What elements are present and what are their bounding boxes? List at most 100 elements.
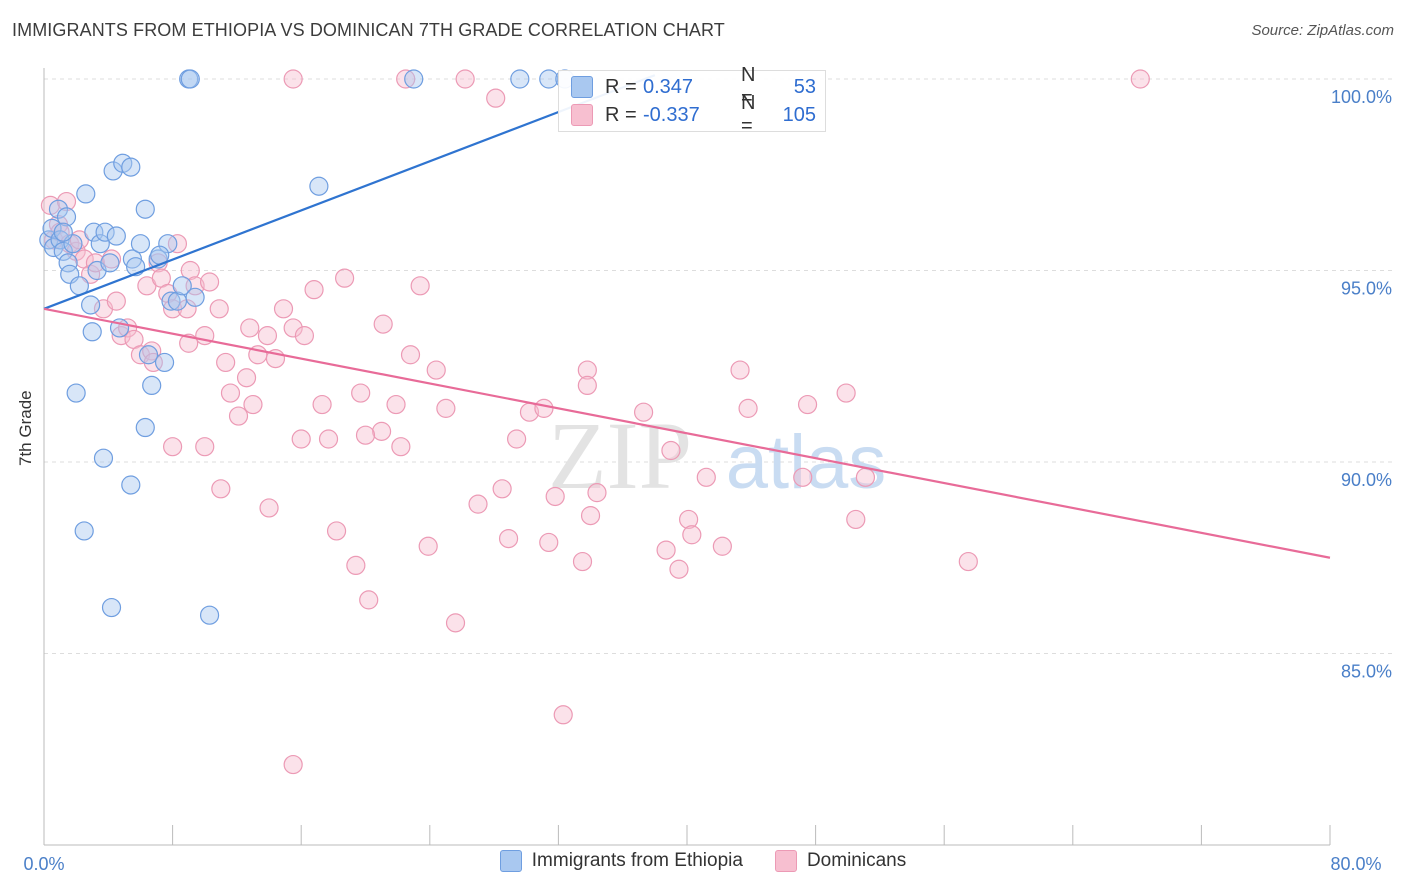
- dominicans-point: [486, 88, 506, 108]
- r-label: R =: [605, 103, 637, 126]
- y-tick-label: 100.0%: [1331, 87, 1392, 107]
- dominicans-point: [1130, 69, 1150, 89]
- dominicans-point: [273, 299, 294, 319]
- y-axis-label: 7th Grade: [16, 390, 35, 466]
- r-label: R =: [605, 75, 637, 98]
- ethiopia-point: [172, 276, 192, 296]
- dominicans-point: [373, 314, 393, 334]
- ethiopia-point: [135, 417, 155, 438]
- n-label: N =: [741, 92, 756, 137]
- ethiopia-point: [53, 241, 73, 261]
- ethiopia-point: [199, 605, 220, 625]
- dominicans-point: [400, 345, 421, 365]
- dominicans-point: [351, 383, 371, 403]
- ethiopia-point: [90, 234, 110, 254]
- ethiopia-point: [510, 69, 530, 89]
- dominicans-point: [958, 551, 978, 572]
- dominicans-point: [257, 326, 278, 346]
- ethiopia-point: [82, 322, 102, 342]
- dominicans-point: [85, 253, 106, 273]
- bottom-legend: Immigrants from Ethiopia Dominicans: [0, 850, 1406, 872]
- dominicans-point: [682, 525, 702, 545]
- ethiopia-point: [53, 222, 73, 242]
- dominicans-point: [846, 509, 866, 530]
- ethiopia-point: [74, 521, 94, 541]
- dominicans-point: [738, 398, 758, 418]
- dominicans-point: [468, 494, 488, 514]
- n-value: 53: [793, 75, 816, 98]
- dominicans-point: [216, 352, 236, 373]
- dominicans-point: [259, 498, 279, 518]
- stats-row-ethiopia: R = 0.347 N = 53: [571, 64, 816, 109]
- dominicans-point: [56, 191, 77, 212]
- ethiopia-point: [56, 207, 77, 227]
- dominicans-point: [587, 483, 607, 503]
- ethiopia-point: [84, 222, 104, 242]
- ethiopia-point: [106, 226, 126, 246]
- dominicans-point: [436, 398, 456, 418]
- dominicans-point: [355, 425, 376, 445]
- legend-item-dominicans[interactable]: Dominicans: [774, 850, 906, 872]
- ethiopia-point: [138, 345, 159, 365]
- axes: [43, 68, 1331, 846]
- dominicans-trend-line: [43, 307, 1331, 559]
- dominicans-point: [209, 299, 229, 319]
- stats-legend: R = 0.347 N = 53 R = -0.337 N = 105: [558, 64, 826, 137]
- ethiopia-point: [309, 176, 329, 196]
- dominicans-point: [177, 299, 197, 319]
- ethiopia-point: [66, 383, 86, 403]
- dominicans-point: [291, 429, 311, 449]
- dominicans-point: [534, 398, 554, 418]
- dominicans-point: [679, 509, 699, 530]
- dominicans-point: [199, 272, 220, 292]
- dominicans-point: [410, 276, 430, 296]
- dominicans-point: [445, 613, 466, 633]
- stats-row-dominicans: R = -0.337 N = 105: [571, 92, 816, 137]
- legend-label-ethiopia: Immigrants from Ethiopia: [531, 850, 743, 871]
- dominicans-point: [294, 326, 315, 346]
- ethiopia-point: [539, 69, 559, 89]
- ethiopia-point: [48, 199, 69, 219]
- source-label: Source: ZipAtlas.com: [1251, 22, 1394, 39]
- legend-item-ethiopia[interactable]: Immigrants from Ethiopia: [499, 850, 743, 872]
- dominicans-point: [669, 559, 689, 579]
- dominicans-point: [572, 551, 593, 572]
- dominicans-point: [163, 437, 183, 457]
- dominicans-point: [418, 536, 438, 556]
- dominicans-point: [220, 383, 241, 403]
- dominicans-points: [40, 69, 1150, 775]
- dominicans-point: [492, 479, 512, 499]
- dominicans-point: [312, 394, 332, 415]
- dominicans-point: [391, 437, 411, 457]
- dominicans-point: [318, 429, 339, 449]
- ethiopia-point: [130, 234, 151, 254]
- dominicans-point: [507, 429, 527, 449]
- dominicans-legend-swatch: [774, 850, 797, 872]
- ethiopia-point: [76, 184, 96, 204]
- dominicans-point: [240, 318, 260, 338]
- dominicans-point: [396, 69, 416, 89]
- dominicans-point: [359, 590, 379, 610]
- ethiopia-point: [81, 295, 101, 315]
- dominicans-point: [167, 234, 188, 254]
- ethiopia-legend-swatch: [499, 850, 522, 872]
- dominicans-point: [283, 69, 303, 89]
- dominicans-point: [577, 360, 597, 380]
- dominicans-point: [539, 532, 559, 553]
- dominicans-point: [426, 360, 446, 380]
- dominicans-point: [730, 360, 750, 380]
- ethiopia-point: [101, 597, 122, 618]
- ethiopia-point: [44, 237, 64, 258]
- dominicans-point: [553, 705, 573, 725]
- trend-lines: [43, 74, 1331, 559]
- chart-title: IMMIGRANTS FROM ETHIOPIA VS DOMINICAN 7T…: [12, 20, 725, 40]
- gridlines: [44, 78, 1392, 654]
- ethiopia-trend-line: [43, 74, 656, 310]
- dominicans-point: [283, 754, 303, 775]
- y-tick-label: 85.0%: [1341, 662, 1392, 682]
- dominicans-point: [304, 280, 324, 300]
- tick-labels: 85.0% 90.0% 95.0% 100.0% 0.0% 80.0%: [23, 87, 1392, 874]
- dominicans-point: [111, 326, 131, 346]
- x-tick-label-right: 80.0%: [1330, 854, 1381, 874]
